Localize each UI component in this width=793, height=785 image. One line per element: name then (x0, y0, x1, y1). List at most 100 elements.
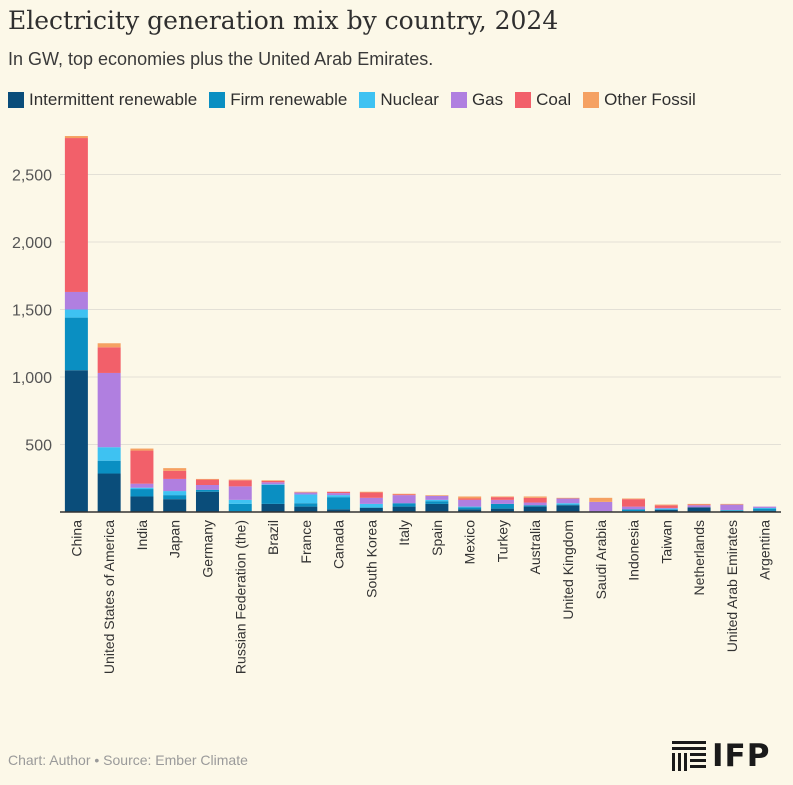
bar-segment (261, 485, 285, 504)
striped-building-icon (672, 741, 706, 771)
bar-segment (327, 497, 351, 510)
x-tick-label: Turkey (494, 520, 510, 562)
x-tick-label: Mexico (462, 520, 478, 565)
x-tick-label: Taiwan (658, 520, 674, 564)
bar-segment (458, 498, 482, 500)
legend-item: Coal (515, 90, 571, 110)
bar-segment (622, 509, 646, 512)
bar-segment (622, 506, 646, 510)
legend-label: Other Fossil (604, 90, 696, 109)
bar-segment (163, 468, 187, 471)
x-tick-label: India (134, 520, 150, 551)
bar-segment (720, 504, 744, 510)
bar-segment (327, 509, 351, 512)
bar-segment (523, 496, 547, 498)
bar-segment (425, 499, 449, 502)
bar-segment (523, 497, 547, 503)
bar-segment (97, 460, 121, 474)
bar-segment (327, 491, 351, 494)
bar-segment (130, 450, 154, 484)
bar-segment (327, 493, 351, 496)
legend-item: Nuclear (359, 90, 439, 110)
chart-title: Electricity generation mix by country, 2… (8, 6, 559, 35)
bar-segment (392, 495, 416, 504)
bar-segment (425, 503, 449, 512)
bar-segment (654, 505, 678, 508)
bar-segment (458, 509, 482, 512)
bar-segment (523, 505, 547, 507)
bar-segment (687, 503, 711, 505)
ifp-logo: IFP (672, 738, 770, 774)
logo-text: IFP (712, 738, 771, 774)
bar-segment (294, 506, 318, 512)
bar-segment (687, 505, 711, 508)
bar-segment (720, 503, 744, 505)
x-tick-label: Germany (199, 520, 215, 578)
bar-segment (359, 507, 383, 512)
bar-segment (556, 497, 580, 499)
x-tick-label: Canada (331, 520, 347, 569)
bar-segment (327, 495, 351, 498)
bar-segment (654, 509, 678, 510)
x-tick-label: Brazil (265, 520, 281, 555)
bar-segment (261, 480, 285, 483)
bar-segment (359, 507, 383, 508)
bar-segment (654, 509, 678, 512)
bar-segment (425, 495, 449, 500)
bar-segment (130, 448, 154, 451)
bar-segment (359, 497, 383, 504)
x-tick-label: Russian Federation (the) (232, 520, 248, 674)
bar-segment (458, 496, 482, 499)
bar-segment (753, 507, 777, 509)
bar-segment (458, 499, 482, 507)
bar-segment (753, 506, 777, 508)
chart-source: Chart: Author • Source: Ember Climate (8, 752, 248, 768)
bar-segment (261, 480, 285, 481)
bar-segment (490, 497, 514, 500)
y-tick-label: 2,000 (12, 235, 52, 252)
bar-segment (97, 343, 121, 348)
x-tick-label: United Kingdom (560, 520, 576, 620)
bar-segment (163, 478, 187, 492)
bar-segment (195, 485, 219, 490)
bar-segment (556, 498, 580, 504)
y-tick-label: 1,500 (12, 303, 52, 320)
bar-segment (654, 504, 678, 506)
bar-segment (195, 491, 219, 512)
bar-segment (622, 499, 646, 507)
bar-segment (97, 347, 121, 373)
bar-segment (228, 499, 252, 504)
legend-item: Intermittent renewable (8, 90, 197, 110)
bar-segment (195, 489, 219, 492)
bar-segment (228, 479, 252, 481)
bar-segment (195, 478, 219, 480)
bar-segment (97, 372, 121, 448)
legend-swatch (583, 92, 600, 108)
chart-subtitle: In GW, top economies plus the United Ara… (8, 49, 434, 69)
legend-swatch (8, 92, 24, 108)
bar-segment (64, 317, 88, 371)
bar-segment (64, 136, 88, 139)
y-tick-label: 500 (25, 438, 52, 455)
legend-item: Gas (450, 90, 503, 110)
bar-segment (556, 503, 580, 505)
bar-segment (163, 470, 187, 479)
bar-segment (130, 489, 154, 497)
x-tick-label: Netherlands (691, 520, 707, 596)
bar-segment (64, 291, 88, 310)
bar-segment (392, 506, 416, 512)
bar-segment (490, 508, 514, 512)
bar-segment (458, 506, 482, 508)
bar-segment (458, 507, 482, 510)
bar-segment (392, 503, 416, 507)
x-tick-label: Indonesia (626, 520, 642, 581)
legend-swatch (209, 92, 226, 108)
bar-segment (523, 506, 547, 512)
bar-segment (720, 509, 744, 511)
legend-item: Firm renewable (209, 90, 347, 110)
bar-segment (97, 473, 121, 512)
bar-segment (261, 484, 285, 485)
bar-segment (687, 504, 711, 506)
bar-segment (556, 504, 580, 506)
bar-segment (425, 501, 449, 504)
